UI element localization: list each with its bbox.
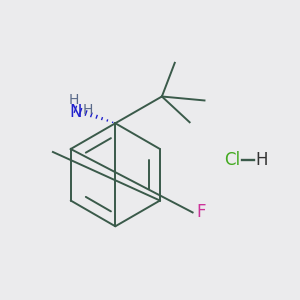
Text: F: F xyxy=(197,203,206,221)
Text: N: N xyxy=(69,103,82,122)
Text: H: H xyxy=(68,94,79,107)
Text: H: H xyxy=(82,103,93,117)
Text: H: H xyxy=(256,151,268,169)
Text: Cl: Cl xyxy=(224,151,240,169)
